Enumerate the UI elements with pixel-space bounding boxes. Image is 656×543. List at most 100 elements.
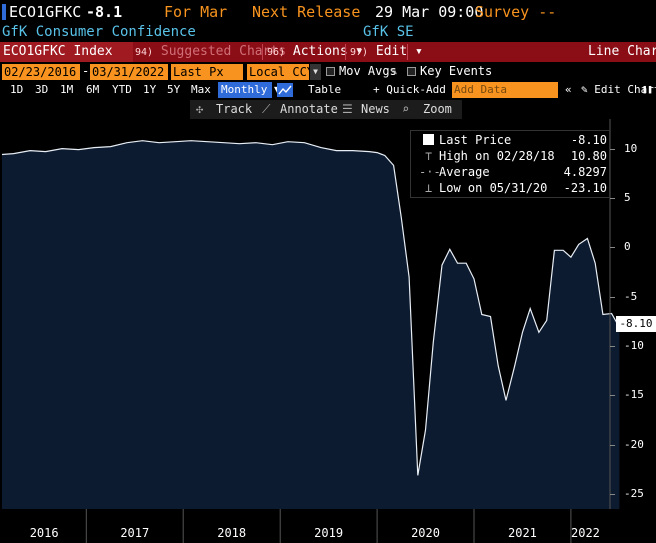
security-source: GfK SE [363, 24, 414, 40]
date-range-dash: - [82, 64, 90, 78]
start-date-input[interactable]: 02/23/2016 [2, 64, 80, 80]
index-ticker-field[interactable]: ECO1GFKC Index [0, 42, 133, 62]
period-1y[interactable]: 1Y [143, 83, 157, 96]
add-data-input[interactable]: Add Data [452, 82, 558, 98]
chart-legend[interactable]: Last Price -8.10 ⊤ High on 02/28/18 10.8… [410, 130, 610, 198]
y-tick-label: 5 [624, 190, 631, 204]
y-tick-label: -25 [624, 487, 644, 501]
last-value-label: -8.10 [616, 316, 656, 332]
field-select[interactable]: Last Px [171, 64, 243, 80]
track-button[interactable]: Track [216, 102, 253, 116]
y-tick-mark [610, 247, 615, 249]
high-value: 10.80 [570, 149, 607, 163]
suggested-charts-button[interactable]: 94) Suggested Charts [135, 42, 286, 62]
separator [407, 44, 408, 60]
period-6m[interactable]: 6M [86, 83, 100, 96]
period-1d[interactable]: 1D [10, 83, 24, 96]
annotate-button[interactable]: Annotate [280, 102, 338, 116]
series-line[interactable] [1, 140, 620, 476]
mov-avgs-label: Mov Avgs [339, 64, 397, 78]
crosshair-icon[interactable]: ✣ [196, 102, 204, 116]
security-name: GfK Consumer Confidence [2, 24, 196, 40]
series-area [2, 140, 620, 509]
x-tick-label: 2019 [314, 526, 344, 540]
low-label: Low on 05/31/20 [439, 181, 548, 195]
average-value: 4.8297 [563, 165, 607, 179]
end-date-input[interactable]: 03/31/2022 [90, 64, 168, 80]
y-tick-mark [610, 444, 615, 446]
news-button[interactable]: News [361, 102, 390, 116]
legend-average: -·- Average 4.8297 [411, 164, 611, 180]
zoom-button[interactable]: Zoom [423, 102, 452, 116]
edit-menu[interactable]: 97) Edit ▾ [350, 42, 423, 62]
y-tick-mark [610, 148, 615, 150]
period-ytd[interactable]: YTD [112, 83, 132, 96]
currency-select[interactable]: Local CCY [247, 64, 315, 80]
y-tick-label: -15 [624, 388, 644, 402]
average-line-icon: -·- [419, 165, 441, 179]
y-tick-label: 10 [624, 141, 638, 155]
key-events-label: Key Events [420, 64, 493, 78]
edit-label: Edit ▾ [375, 44, 423, 59]
key-events-checkbox[interactable] [407, 67, 416, 76]
ticker-value: -8.1 [86, 3, 123, 21]
pencil-icon[interactable]: ✎ [390, 64, 398, 78]
high-marker-icon: ⊤ [425, 149, 433, 163]
frequency-select[interactable]: Monthly ▼ [218, 82, 281, 98]
index-ticker-text: ECO1GFKC Index [3, 44, 113, 59]
pause-icon[interactable]: ❚❚ [642, 85, 653, 95]
news-icon[interactable]: ☰ [342, 102, 353, 116]
chevron-down-icon[interactable]: ▼ [310, 64, 321, 80]
last-price-value: -8.10 [570, 133, 607, 147]
last-price-label: Last Price [439, 133, 512, 147]
period-max[interactable]: Max [191, 83, 211, 96]
table-button[interactable]: Table [308, 83, 342, 96]
suggested-label: Suggested Charts [160, 44, 287, 59]
y-tick-mark [610, 346, 615, 348]
last-price-swatch-icon [423, 134, 434, 145]
x-tick-label: 2017 [120, 526, 150, 540]
y-tick-mark [610, 197, 615, 199]
separator [262, 44, 263, 60]
ticker-symbol[interactable]: ECO1GFKC [9, 3, 82, 21]
period-3d[interactable]: 3D [35, 83, 49, 96]
separator [345, 44, 346, 60]
period-1m[interactable]: 1M [60, 83, 74, 96]
edit-chart-button[interactable]: ✎ Edit Chart [581, 81, 656, 99]
y-tick-mark [610, 494, 615, 496]
collapse-button[interactable]: « [565, 83, 572, 96]
period-5y[interactable]: 5Y [167, 83, 181, 96]
legend-low: ⊥ Low on 05/31/20 -23.10 [411, 180, 611, 196]
line-chart-icon[interactable] [276, 81, 296, 99]
x-tick-label: 2021 [508, 526, 537, 540]
survey-label: Survey -- [475, 3, 557, 21]
legend-high: ⊤ High on 02/28/18 10.80 [411, 148, 611, 164]
chart-toolbar: ✣ Track ⟋ Annotate ☰ News ⌕ Zoom [190, 100, 462, 119]
actions-menu[interactable]: 96) Actions ▾ [267, 42, 363, 62]
y-tick-label: -20 [624, 437, 644, 451]
vertical-gridlines [85, 509, 572, 543]
magnifier-icon[interactable]: ⌕ [402, 102, 410, 116]
edit-chart-label: Edit Chart [594, 83, 656, 96]
annotate-pencil-icon[interactable]: ⟋ [262, 102, 271, 116]
chart-type-label: Line Chart [588, 44, 656, 59]
y-tick-label: -10 [624, 339, 644, 353]
x-tick-label: 2018 [217, 526, 247, 540]
edit-number: 97) [350, 47, 369, 58]
y-tick-mark [610, 395, 615, 397]
ticker-flag [2, 4, 6, 20]
y-tick-mark [610, 296, 615, 298]
y-tick-label: -5 [624, 289, 638, 303]
quick-add-button[interactable]: + Quick-Add · [373, 83, 460, 96]
function-bar: ECO1GFKC Index 94) Suggested Charts 96) … [0, 42, 656, 62]
ticker-bar: ECO1GFKC -8.1 For Mar Next Release 29 Ma… [0, 0, 656, 24]
ticker-period: For Mar [164, 3, 228, 21]
mov-avgs-checkbox[interactable] [326, 67, 335, 76]
next-release-label: Next Release [252, 3, 361, 21]
y-tick-label: 0 [624, 240, 631, 254]
suggested-number: 94) [135, 47, 154, 58]
security-description: GfK Consumer Confidence GfK SE [0, 22, 656, 42]
line-chart[interactable] [0, 119, 656, 543]
legend-last-price: Last Price -8.10 [411, 132, 611, 148]
high-label: High on 02/28/18 [439, 149, 555, 163]
